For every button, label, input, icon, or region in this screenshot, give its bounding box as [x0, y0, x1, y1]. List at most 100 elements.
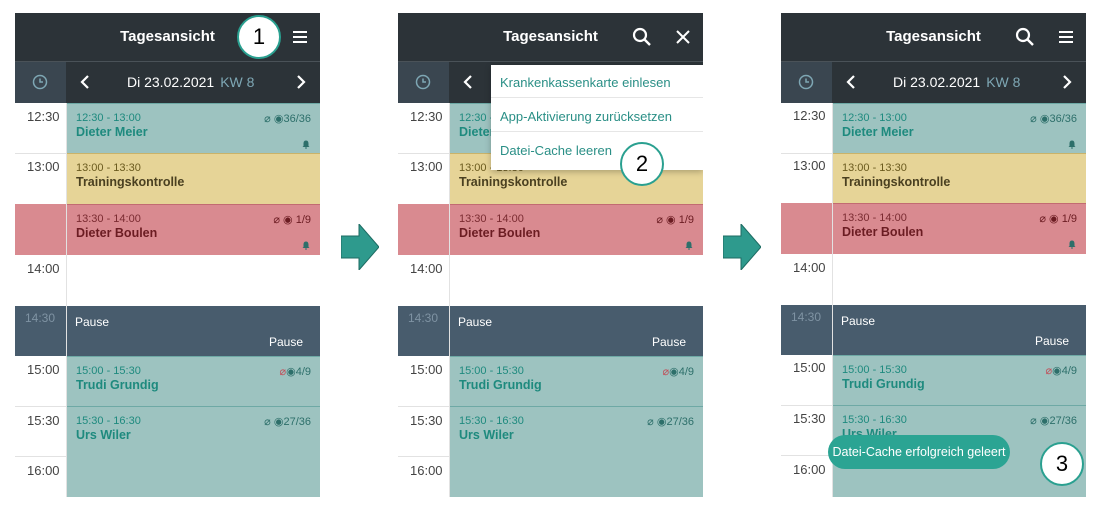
paperclip-icon: ⌀: [1045, 365, 1053, 377]
menu-item-clear-file-cache[interactable]: Datei-Cache leeren: [500, 143, 613, 158]
paperclip-icon: ⌀: [279, 366, 287, 378]
appointment-card[interactable]: 13:30 - 14:00 Dieter Boulen ⌀ ◉ 1/9: [450, 204, 703, 255]
appointment-card[interactable]: 13:00 - 13:30 Trainingskontrolle: [67, 153, 320, 204]
time-label: 15:30: [410, 413, 443, 428]
time-gridline: [781, 455, 832, 456]
time-gridline: [781, 405, 832, 406]
time-gridline: [15, 153, 66, 154]
time-gridline: [15, 456, 66, 457]
appointment-card[interactable]: 13:30 - 14:00 Dieter Boulen ⌀ ◉ 1/9: [833, 203, 1086, 254]
attendance-count: ⌀ ◉27/36: [1030, 415, 1077, 427]
page-title: Tagesansicht: [886, 28, 981, 45]
chevron-right-icon[interactable]: [291, 73, 309, 91]
page-title: Tagesansicht: [503, 28, 598, 45]
chevron-left-icon[interactable]: [77, 73, 95, 91]
attendance-count: ⌀ ◉27/36: [647, 416, 694, 428]
search-icon[interactable]: [1013, 25, 1037, 49]
chevron-left-icon[interactable]: [460, 73, 478, 91]
appointment-card[interactable]: 15:00 - 15:30 Trudi Grundig ⌀◉4/9: [833, 355, 1086, 406]
time-label: 14:00: [27, 261, 60, 276]
appointment-card[interactable]: 13:30 - 14:00 Dieter Boulen ⌀ ◉ 1/9: [67, 204, 320, 255]
time-slot-highlight: [398, 204, 449, 255]
paperclip-icon: ⌀: [656, 214, 663, 226]
time-label: 13:00: [410, 159, 443, 174]
time-label: 16:00: [27, 463, 60, 478]
arrow-right-icon: [723, 224, 761, 270]
pause-block: Pause Pause: [450, 306, 703, 356]
screen-1: Tagesansicht Di 23.02.2021 KW 8 12:30 13:…: [15, 13, 320, 497]
time-label: 12:30: [793, 108, 826, 123]
bell-icon: [685, 241, 693, 250]
appointment-card[interactable]: 12:30 - 13:00 Dieter Meier ⌀ ◉36/36: [833, 103, 1086, 154]
pause-time-slot: 14:30: [781, 305, 832, 355]
time-label: 12:30: [27, 109, 60, 124]
target-icon: ◉: [273, 113, 284, 125]
time-label: 15:30: [793, 411, 826, 426]
appointment-card[interactable]: 15:30 - 16:30 Urs Wiler ⌀ ◉27/36: [67, 406, 320, 497]
appointment-card[interactable]: 13:00 - 13:30 Trainingskontrolle: [833, 153, 1086, 204]
appointment-card[interactable]: 15:30 - 16:30 Urs Wiler ⌀ ◉27/36: [450, 406, 703, 497]
menu-icon[interactable]: [288, 25, 312, 49]
app-header: Tagesansicht: [781, 13, 1086, 61]
paperclip-icon: ⌀: [662, 366, 670, 378]
time-slot-highlight: [15, 204, 66, 255]
pause-time-slot: 14:30: [15, 306, 66, 356]
time-label: 16:00: [410, 463, 443, 478]
close-icon[interactable]: [671, 25, 695, 49]
week-number: KW 8: [986, 74, 1021, 90]
arrow-right-icon: [341, 224, 379, 270]
time-gridline: [781, 153, 832, 154]
bell-icon: [1068, 240, 1076, 249]
time-gridline: [398, 406, 449, 407]
chevron-right-icon[interactable]: [1057, 73, 1075, 91]
target-icon: ◉: [1039, 113, 1050, 125]
time-gridline: [398, 153, 449, 154]
target-icon: ◉: [1052, 365, 1062, 377]
overflow-menu: Krankenkassenkarte einlesen App-Aktivier…: [491, 65, 703, 170]
chevron-left-icon[interactable]: [843, 73, 861, 91]
bell-icon: [1068, 140, 1076, 149]
snackbar-cache-cleared: Datei-Cache erfolgreich geleert: [828, 435, 1010, 469]
target-icon: ◉: [286, 366, 296, 378]
clock-icon[interactable]: [15, 62, 66, 103]
date-bar: Di 23.02.2021 KW 8: [781, 61, 1086, 103]
current-date: Di 23.02.2021 KW 8: [893, 74, 1021, 90]
attendance-count: ⌀◉4/9: [279, 366, 311, 378]
step-callout-2: 2: [620, 142, 664, 186]
screen-2: Tagesansicht 12:30 13:00 14:00 14:30 15:…: [398, 13, 703, 497]
clock-icon[interactable]: [398, 62, 449, 103]
menu-icon[interactable]: [1054, 25, 1078, 49]
time-label: 15:00: [27, 362, 60, 377]
date-bar: Di 23.02.2021 KW 8: [15, 61, 320, 103]
pause-block: Pause Pause: [67, 306, 320, 356]
appointment-card[interactable]: 15:00 - 15:30 Trudi Grundig ⌀◉4/9: [450, 356, 703, 407]
paperclip-icon: ⌀: [273, 214, 280, 226]
time-label: 15:30: [27, 413, 60, 428]
time-slot-highlight: [781, 203, 832, 254]
paperclip-icon: ⌀: [264, 416, 271, 428]
page-title: Tagesansicht: [120, 28, 215, 45]
clock-icon[interactable]: [781, 62, 832, 103]
attendance-count: ⌀ ◉ 1/9: [273, 214, 311, 226]
appointment-card[interactable]: 15:00 - 15:30 Trudi Grundig ⌀◉4/9: [67, 356, 320, 407]
paperclip-icon: ⌀: [647, 416, 654, 428]
target-icon: ◉: [669, 366, 679, 378]
target-icon: ◉: [1049, 213, 1059, 225]
target-icon: ◉: [656, 416, 667, 428]
menu-item-reset-app-activation[interactable]: App-Aktivierung zurücksetzen: [491, 99, 703, 132]
appointment-card[interactable]: 12:30 - 13:00 Dieter Meier ⌀ ◉36/36: [67, 103, 320, 154]
time-label: 12:30: [410, 109, 443, 124]
menu-item-read-insurance-card[interactable]: Krankenkassenkarte einlesen: [491, 65, 703, 98]
time-label: 15:00: [410, 362, 443, 377]
time-gridline: [15, 406, 66, 407]
attendance-count: ⌀ ◉27/36: [264, 416, 311, 428]
attendance-count: ⌀◉4/9: [1045, 365, 1077, 377]
bell-icon: [302, 140, 310, 149]
step-callout-1: 1: [237, 15, 281, 59]
week-number: KW 8: [220, 74, 255, 90]
app-header: Tagesansicht: [398, 13, 703, 61]
time-gridline: [398, 456, 449, 457]
time-label: 13:00: [27, 159, 60, 174]
current-date: Di 23.02.2021 KW 8: [127, 74, 255, 90]
search-icon[interactable]: [630, 25, 654, 49]
